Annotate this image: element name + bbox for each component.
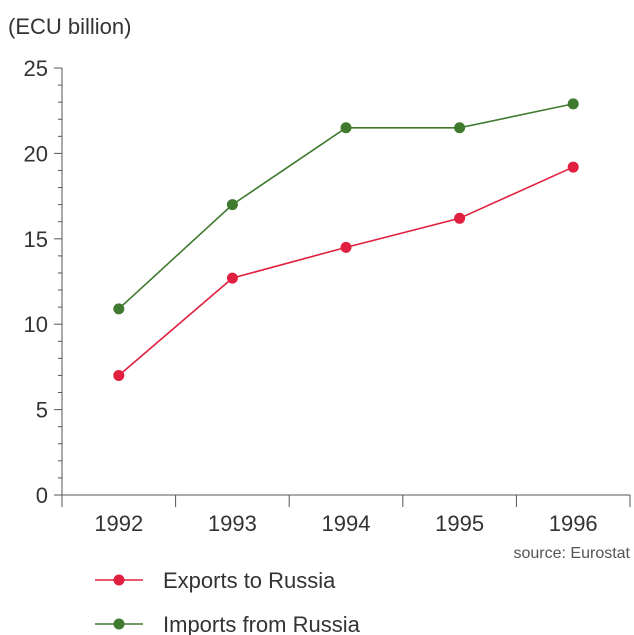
data-point-exports-to-russia xyxy=(113,369,125,381)
x-tick-label: 1993 xyxy=(208,511,257,536)
data-point-exports-to-russia xyxy=(226,272,238,284)
data-point-exports-to-russia xyxy=(340,241,352,253)
data-point-imports-from-russia xyxy=(340,122,352,134)
x-tick-label: 1994 xyxy=(322,511,371,536)
axes xyxy=(61,68,630,496)
y-tick-label: 25 xyxy=(24,56,48,81)
data-point-exports-to-russia xyxy=(567,161,579,173)
y-tick-label: 5 xyxy=(36,398,48,423)
series-line-exports-to-russia xyxy=(118,166,574,377)
data-point-imports-from-russia xyxy=(454,122,466,134)
y-axis-unit-label: (ECU billion) xyxy=(8,14,131,39)
data-point-imports-from-russia xyxy=(113,303,125,315)
series-line-imports-from-russia xyxy=(118,103,574,310)
legend-marker-imports-from-russia xyxy=(113,618,125,630)
y-tick-label: 15 xyxy=(24,227,48,252)
legend: Exports to Russia Imports from Russia xyxy=(95,568,361,635)
x-tick-label: 1995 xyxy=(435,511,484,536)
legend-label-exports-to-russia: Exports to Russia xyxy=(163,568,336,593)
x-tick-label: 1992 xyxy=(94,511,143,536)
data-point-imports-from-russia xyxy=(226,199,238,211)
y-tick-label: 0 xyxy=(36,483,48,508)
y-tick-label: 10 xyxy=(24,312,48,337)
x-tick-label: 1996 xyxy=(549,511,598,536)
data-point-imports-from-russia xyxy=(567,98,579,110)
source-note: source: Eurostat xyxy=(514,545,631,562)
legend-label-imports-from-russia: Imports from Russia xyxy=(163,612,361,635)
legend-marker-exports-to-russia xyxy=(113,574,125,586)
data-point-exports-to-russia xyxy=(454,212,466,224)
y-axis: 0 5 10 15 20 25 xyxy=(24,56,62,508)
x-axis: 1992 1993 1994 1995 1996 xyxy=(61,495,631,536)
series-layer xyxy=(113,98,579,381)
y-tick-label: 20 xyxy=(24,141,48,166)
